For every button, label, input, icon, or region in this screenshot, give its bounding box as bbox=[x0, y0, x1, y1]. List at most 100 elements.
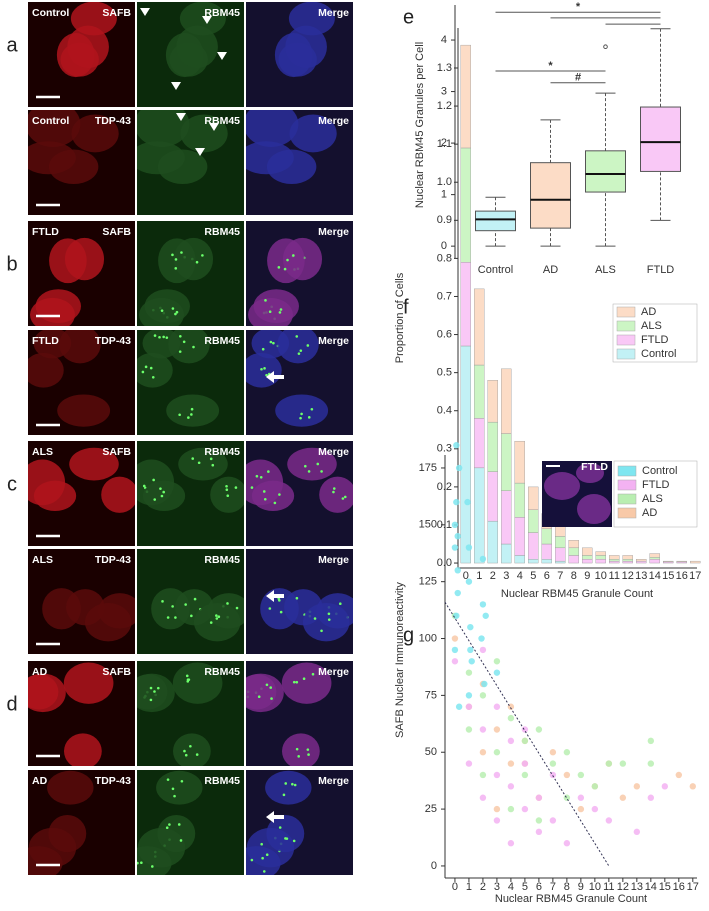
granule bbox=[255, 474, 259, 478]
legend-label: AD bbox=[641, 306, 656, 318]
y-tick-label: 0.2 bbox=[437, 481, 452, 493]
x-tick-label: FTLD bbox=[647, 264, 675, 276]
granule bbox=[268, 607, 272, 610]
granule bbox=[263, 497, 267, 501]
bar-segment bbox=[595, 551, 606, 556]
granule bbox=[327, 618, 331, 621]
granule bbox=[184, 603, 187, 606]
bar-segment bbox=[528, 532, 539, 560]
nucleus bbox=[48, 815, 87, 853]
granule bbox=[283, 267, 287, 271]
nucleus bbox=[319, 476, 353, 513]
bar-segment bbox=[460, 262, 471, 347]
micrograph bbox=[137, 770, 244, 875]
channel-label: RBM45 bbox=[204, 666, 240, 678]
nucleus bbox=[172, 662, 223, 704]
point bbox=[507, 737, 515, 745]
granule bbox=[180, 251, 183, 254]
granule bbox=[171, 253, 174, 257]
point bbox=[465, 760, 473, 767]
inset-micrograph bbox=[542, 461, 612, 527]
point bbox=[451, 521, 459, 529]
condition-label: FTLD bbox=[32, 226, 59, 238]
y-tick-label: 0 bbox=[441, 240, 447, 252]
granule bbox=[299, 416, 302, 420]
point bbox=[493, 726, 501, 733]
point bbox=[482, 612, 489, 619]
granule bbox=[273, 501, 277, 505]
granule bbox=[174, 267, 178, 270]
granule bbox=[310, 407, 314, 411]
granule bbox=[295, 680, 299, 684]
granule bbox=[278, 311, 282, 314]
point bbox=[535, 726, 543, 733]
granule bbox=[235, 606, 239, 610]
granule bbox=[209, 457, 213, 461]
bar-segment bbox=[514, 555, 525, 564]
nucleus bbox=[176, 25, 218, 69]
stain-label: TDP-43 bbox=[95, 775, 131, 787]
point bbox=[619, 760, 627, 767]
channel-label: RBM45 bbox=[204, 335, 240, 347]
bar-segment bbox=[555, 536, 566, 549]
bar-segment bbox=[514, 482, 525, 518]
nucleus bbox=[33, 480, 77, 512]
point bbox=[465, 692, 473, 699]
bar-segment bbox=[676, 560, 687, 563]
point bbox=[451, 646, 459, 654]
granule bbox=[174, 258, 178, 261]
granule bbox=[166, 778, 170, 781]
bar-segment bbox=[595, 555, 606, 560]
condition-label: FTLD bbox=[32, 335, 59, 347]
x-axis-label: Nuclear RBM45 Granule Count bbox=[501, 588, 653, 600]
bar-segment bbox=[541, 543, 552, 560]
nucleus bbox=[35, 289, 81, 324]
granule bbox=[307, 416, 311, 419]
granule bbox=[225, 488, 229, 492]
panel-letter: e bbox=[403, 6, 414, 28]
granule bbox=[149, 698, 153, 702]
y-tick-label: 1 bbox=[441, 189, 447, 201]
x-tick-label: 13 bbox=[631, 881, 643, 893]
granule bbox=[307, 753, 310, 756]
micrograph bbox=[137, 2, 244, 107]
y-axis-label: SAFB Nuclear Immunoreactivity bbox=[394, 582, 406, 738]
bar-segment bbox=[649, 559, 660, 564]
granule bbox=[257, 695, 261, 698]
nucleus bbox=[266, 815, 305, 853]
bar-segment bbox=[609, 555, 620, 560]
point bbox=[493, 817, 501, 824]
nucleus bbox=[287, 447, 337, 481]
point bbox=[633, 783, 641, 790]
bar-segment bbox=[555, 547, 566, 562]
granule bbox=[162, 335, 165, 339]
granule bbox=[293, 783, 297, 787]
granule bbox=[261, 856, 264, 860]
arrow bbox=[266, 811, 284, 823]
x-tick-label: 1 bbox=[466, 881, 472, 893]
granule bbox=[307, 470, 311, 473]
point bbox=[465, 669, 473, 676]
bar-segment bbox=[501, 368, 512, 434]
granule bbox=[265, 683, 269, 687]
granule bbox=[267, 470, 270, 473]
arrowhead bbox=[140, 8, 150, 16]
stain-label: SAFB bbox=[102, 7, 131, 19]
nucleus bbox=[156, 770, 203, 805]
bar-segment bbox=[541, 528, 552, 545]
granule bbox=[166, 616, 170, 619]
merge-label: Merge bbox=[318, 226, 349, 238]
bar-segment bbox=[514, 517, 525, 556]
bar-segment bbox=[582, 547, 593, 556]
point bbox=[455, 464, 463, 472]
granule bbox=[338, 602, 342, 605]
nucleus bbox=[576, 463, 604, 483]
y-tick-label: 175 bbox=[419, 462, 437, 474]
nucleus bbox=[157, 815, 196, 853]
nucleus bbox=[157, 149, 208, 185]
granule bbox=[259, 476, 263, 479]
nucleus bbox=[28, 846, 63, 875]
granule bbox=[279, 308, 283, 311]
nucleus bbox=[71, 114, 119, 153]
bar-segment bbox=[460, 44, 471, 149]
